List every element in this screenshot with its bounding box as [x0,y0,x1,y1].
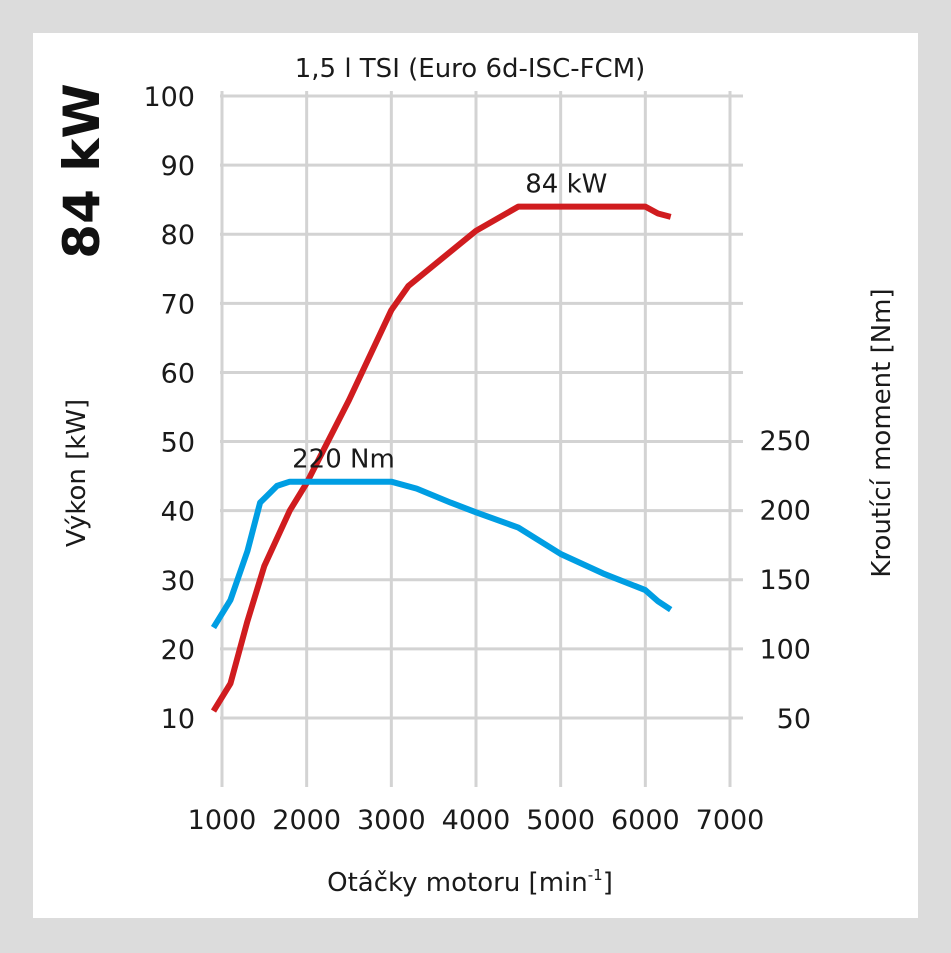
y-tick-left-label: 60 [161,358,195,389]
x-axis-label-end: ] [603,868,613,898]
x-tick-label: 1000 [188,805,257,836]
y-tick-right-label: 50 [777,704,811,735]
y-tick-left-label: 90 [161,151,195,182]
y-tick-left-label: 40 [161,497,195,528]
y-tick-left-label: 100 [143,82,195,113]
power-badge: 84 kW [53,83,111,258]
y-tick-right-label: 150 [759,565,811,596]
x-tick-label: 6000 [611,805,680,836]
y-tick-right-label: 200 [759,496,811,527]
chart-panel: 10 20 30 40 50 60 70 80 90 100 50 100 150 200 250 1000 2… [33,33,918,918]
x-axis-label: Otáčky motoru [min-1] [327,866,613,898]
chart-title: 1,5 l TSI (Euro 6d-ISC-FCM) [295,54,646,84]
y-tick-left-label: 10 [161,704,195,735]
y-axis-label-right: Kroutící moment [Nm] [867,288,897,577]
grid-layer [220,91,743,787]
x-tick-label: 3000 [357,805,426,836]
x-tick-label: 2000 [272,805,341,836]
x-tick-label: 7000 [696,805,765,836]
y-tick-left-label: 30 [161,566,195,597]
y-tick-left-label: 80 [161,220,195,251]
power-peak-label: 84 kW [525,170,607,200]
torque-curve [210,478,673,630]
y-tick-left-label: 20 [161,635,195,666]
y-tick-right-label: 250 [759,426,811,457]
x-axis-label-superscript: -1 [588,866,603,884]
series-layer [210,203,673,713]
torque-peak-label: 220 Nm [292,445,395,475]
power-curve [210,203,672,713]
y-tick-left-label: 70 [161,289,195,320]
y-axis-label-left: Výkon [kW] [62,399,92,547]
y-tick-left-label: 50 [161,428,195,459]
y-tick-right-label: 100 [759,635,811,666]
x-tick-label: 5000 [526,805,595,836]
x-tick-label: 4000 [442,805,511,836]
x-axis-label-main: Otáčky motoru [min [327,868,588,898]
label-layer: 10 20 30 40 50 60 70 80 90 100 50 100 150 200 250 1000 2… [143,82,811,836]
engine-performance-chart: 10 20 30 40 50 60 70 80 90 100 50 100 150 200 250 1000 2… [53,54,897,898]
